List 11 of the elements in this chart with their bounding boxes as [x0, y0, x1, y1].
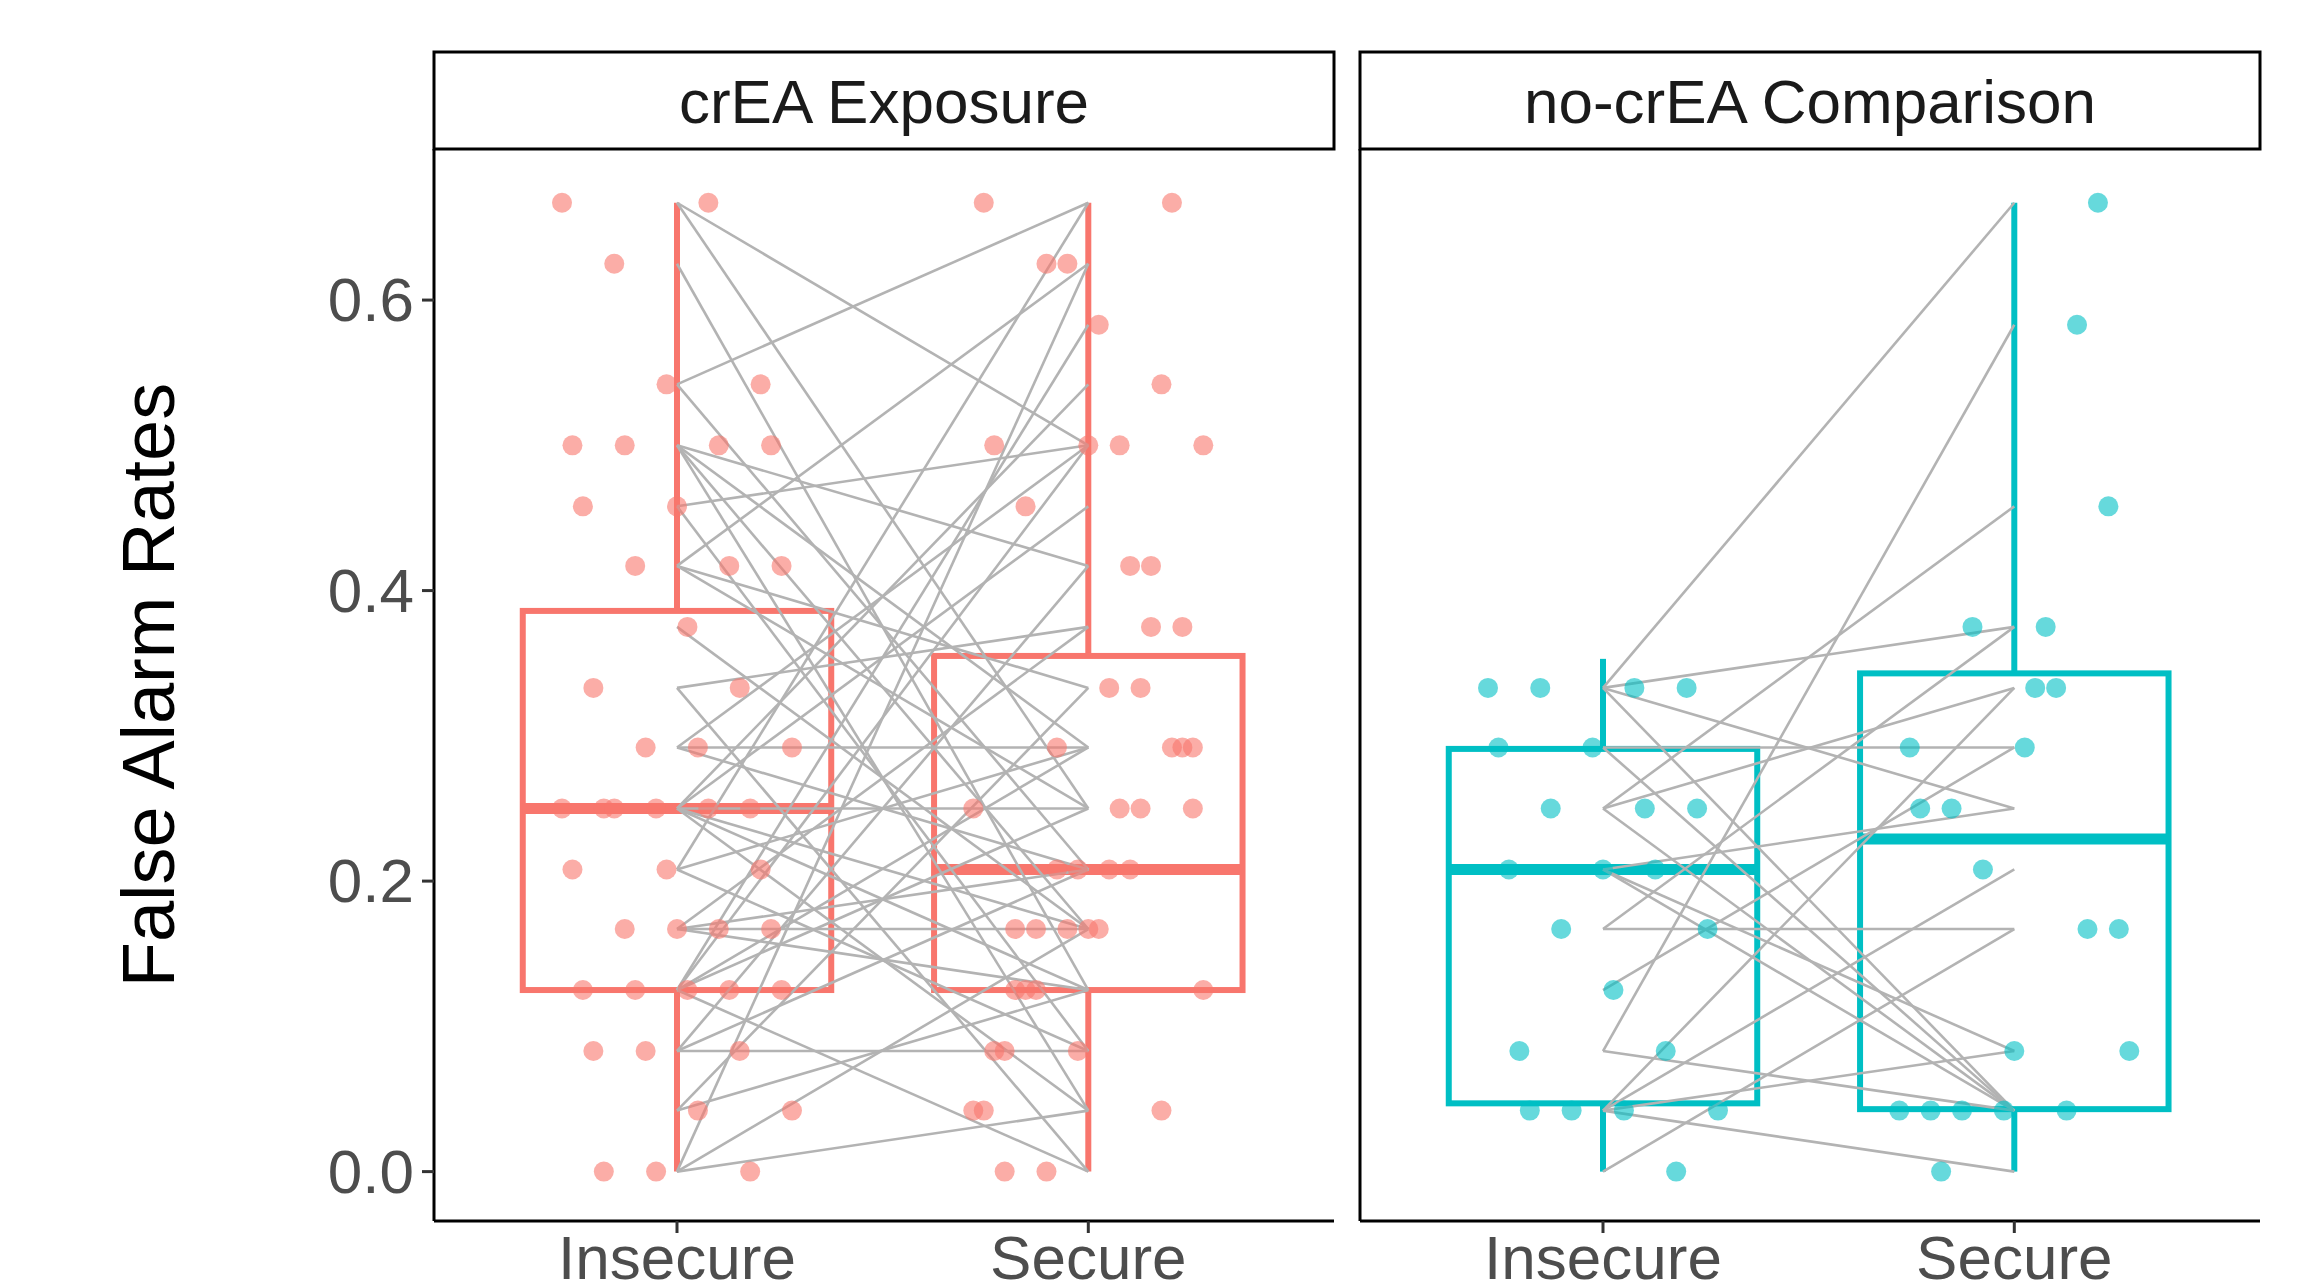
- y-tick-label: 0.6: [327, 265, 414, 335]
- x-tick-label: Insecure: [1484, 1223, 1722, 1287]
- y-axis-title: False Alarm Rates: [107, 382, 190, 988]
- y-tick-label: 0.0: [327, 1136, 414, 1206]
- x-tick-label: Secure: [1916, 1223, 2113, 1287]
- y-tick-label: 0.4: [327, 555, 414, 625]
- x-tick-label: Secure: [990, 1223, 1187, 1287]
- x-tick-label: Insecure: [558, 1223, 796, 1287]
- y-tick-label: 0.2: [327, 846, 414, 916]
- chart-title: crEA Exposure: [678, 66, 1090, 136]
- chart-title: no-crEA Comparison: [1523, 66, 2097, 136]
